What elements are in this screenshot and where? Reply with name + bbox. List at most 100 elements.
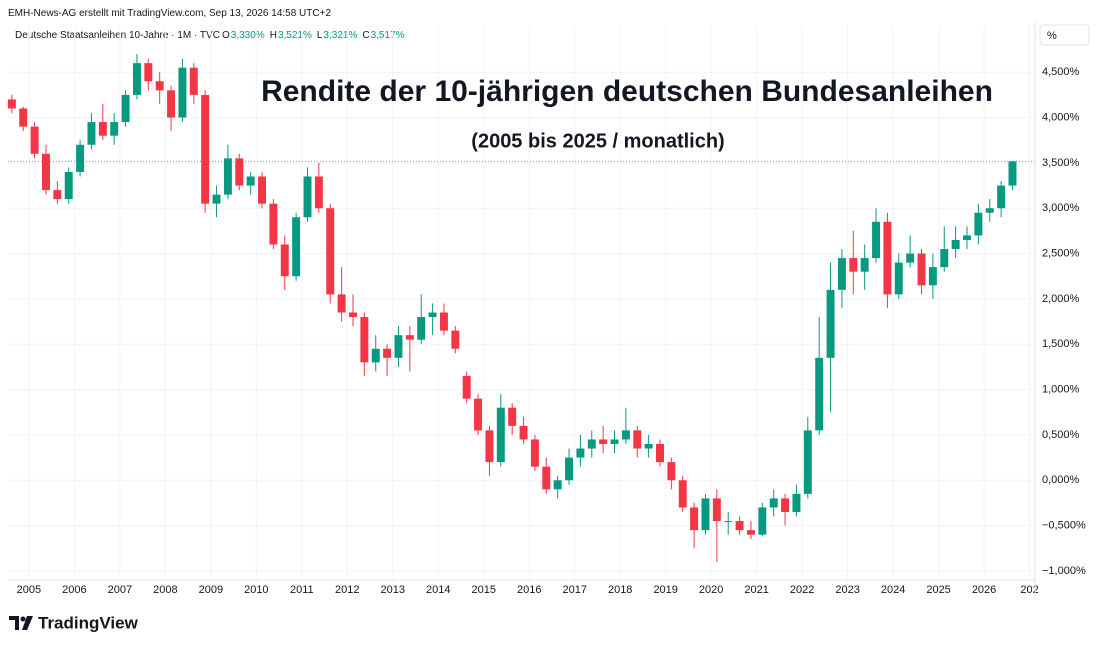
ohlc-key: C	[362, 30, 369, 41]
y-tick-label: 2,500%	[1042, 247, 1080, 259]
x-tick-label: 2007	[108, 584, 132, 596]
unit-label: %	[1047, 30, 1057, 42]
y-tick-label: 1,500%	[1042, 338, 1080, 350]
y-tick-label: −1,000%	[1042, 565, 1086, 577]
candle-body	[917, 253, 926, 286]
candle-body	[985, 208, 994, 213]
candle-body	[189, 67, 198, 95]
y-tick-label: 2,000%	[1042, 293, 1080, 305]
candle-body	[860, 258, 869, 272]
x-tick-label: 2011	[290, 584, 314, 596]
candle-body	[41, 153, 50, 191]
candle-body	[53, 190, 62, 200]
candle-body	[587, 439, 596, 449]
candle-body	[121, 94, 130, 123]
ohlc-key: L	[317, 30, 323, 41]
candle-body	[269, 203, 278, 245]
candle-body	[439, 312, 448, 331]
candle-body	[87, 122, 96, 145]
x-tick-label: 2005	[17, 584, 41, 596]
candle-body	[7, 99, 16, 109]
candle-body	[360, 317, 369, 363]
candle-body	[451, 330, 460, 349]
candle-body	[144, 63, 153, 82]
candle-body	[633, 430, 642, 449]
x-tick-label: 2025	[926, 584, 950, 596]
x-tick-label: 2021	[744, 584, 768, 596]
candle-body	[656, 443, 664, 463]
candle-body	[803, 430, 812, 494]
y-tick-label: 4,500%	[1042, 66, 1080, 78]
ohlc-value: 3,521%	[278, 30, 312, 41]
candle-body	[462, 375, 471, 399]
logo-mark	[9, 616, 19, 630]
candle-body	[837, 258, 846, 290]
x-tick-label: 202	[1020, 584, 1038, 596]
x-tick-label: 2024	[881, 584, 905, 596]
candle-body	[724, 521, 733, 523]
x-tick-label: 2023	[835, 584, 859, 596]
candle-body	[826, 289, 835, 358]
attribution: EMH-News-AG erstellt mit TradingView.com…	[8, 8, 331, 19]
candle-body	[815, 357, 824, 431]
candle-body	[371, 348, 380, 363]
candle-body	[349, 312, 357, 318]
candle-body	[64, 171, 73, 200]
candle-body	[167, 90, 176, 118]
candle-body	[735, 521, 744, 531]
candle-body	[678, 480, 687, 508]
candle-body	[98, 122, 107, 136]
x-tick-label: 2010	[244, 584, 268, 596]
candle-body	[599, 439, 608, 444]
x-tick-label: 2026	[972, 584, 996, 596]
y-tick-label: 1,000%	[1042, 383, 1080, 395]
y-tick-label: 0,000%	[1042, 474, 1080, 486]
candles	[7, 54, 1017, 562]
candle-body	[1008, 161, 1017, 186]
candle-body	[417, 317, 426, 340]
candle-body	[951, 239, 960, 250]
candle-body	[394, 335, 403, 358]
y-tick-label: 4,000%	[1042, 111, 1080, 123]
candle-body	[576, 448, 585, 458]
candle-body	[110, 122, 119, 136]
x-tick-label: 2013	[381, 584, 405, 596]
candle-body	[474, 398, 483, 431]
candle-body	[565, 457, 574, 481]
x-tick-label: 2014	[426, 584, 450, 596]
brand-logo: TradingView	[9, 613, 139, 632]
ohlc-value: 3,517%	[371, 30, 405, 41]
candle-body	[508, 407, 517, 426]
candle-body	[610, 439, 619, 444]
candle-body	[178, 67, 187, 118]
logo-dot	[20, 616, 26, 622]
ohlc-legend: O 3,330% H 3,521% L 3,321% C 3,517%	[222, 30, 405, 41]
candle-body	[928, 267, 937, 286]
candle-body	[701, 498, 710, 531]
y-tick-label: −0,500%	[1042, 519, 1086, 531]
candle-body	[246, 176, 255, 186]
x-tick-label: 2019	[653, 584, 677, 596]
y-tick-label: 0,500%	[1042, 429, 1080, 441]
candle-body	[906, 253, 915, 263]
candle-body	[235, 158, 244, 186]
x-tick-label: 2015	[472, 584, 496, 596]
unit-box[interactable]	[1039, 24, 1090, 46]
brand-name: TradingView	[38, 613, 139, 632]
candle-body	[758, 507, 767, 535]
candle-body	[76, 144, 85, 172]
candle-body	[872, 221, 881, 259]
candle-body	[894, 262, 903, 295]
candle-body	[667, 462, 676, 481]
candle-body	[428, 312, 437, 318]
ohlc-value: 3,330%	[231, 30, 265, 41]
candle-body	[19, 108, 28, 127]
candle-body	[485, 430, 494, 463]
candle-body	[223, 158, 232, 195]
candle-body	[781, 498, 790, 512]
candle-body	[132, 63, 141, 95]
candle-body	[621, 430, 630, 440]
candle-body	[496, 407, 505, 463]
candle-body	[712, 498, 721, 522]
